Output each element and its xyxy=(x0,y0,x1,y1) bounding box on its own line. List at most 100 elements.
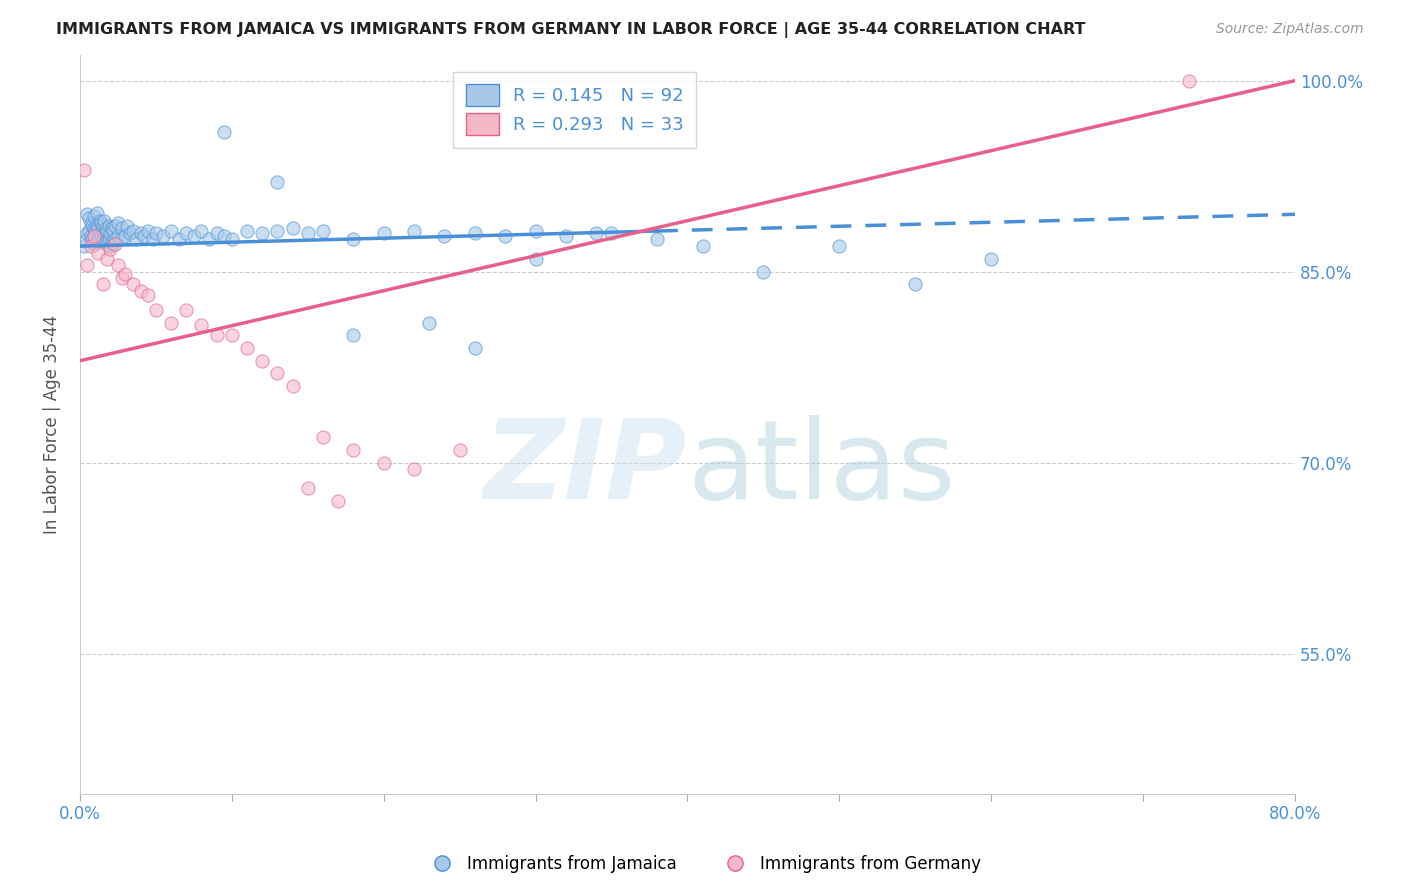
Point xyxy=(828,239,851,253)
Point xyxy=(107,216,129,230)
Point xyxy=(190,318,212,332)
Point xyxy=(145,227,167,241)
Point xyxy=(107,258,129,272)
Point xyxy=(111,271,134,285)
Point xyxy=(125,231,148,245)
Point xyxy=(418,316,440,330)
Point xyxy=(103,224,125,238)
Point xyxy=(77,211,100,226)
Point xyxy=(80,231,103,245)
Point xyxy=(402,224,425,238)
Point xyxy=(1177,73,1199,87)
Point xyxy=(266,176,288,190)
Point xyxy=(94,234,117,248)
Point xyxy=(524,252,547,266)
Point xyxy=(167,231,190,245)
Text: ZIP: ZIP xyxy=(484,415,688,522)
Point xyxy=(250,227,273,241)
Point xyxy=(77,224,100,238)
Point xyxy=(100,234,122,248)
Point xyxy=(160,224,183,238)
Point xyxy=(84,224,107,238)
Point xyxy=(98,242,121,256)
Point xyxy=(281,221,304,235)
Point xyxy=(281,379,304,393)
Point xyxy=(152,229,174,244)
Point xyxy=(645,231,668,245)
Point xyxy=(297,481,319,495)
Point xyxy=(86,219,108,233)
Point xyxy=(198,231,221,245)
Point xyxy=(122,224,145,238)
Point xyxy=(174,227,197,241)
Point xyxy=(111,221,134,235)
Point xyxy=(104,231,127,245)
Point xyxy=(76,258,98,272)
Point xyxy=(236,224,259,238)
Point xyxy=(100,221,122,235)
Point xyxy=(91,231,114,245)
Point xyxy=(76,227,98,241)
Point xyxy=(312,430,335,444)
Point xyxy=(600,227,623,241)
Point xyxy=(266,224,288,238)
Point xyxy=(86,206,108,220)
Point xyxy=(136,287,159,301)
Point xyxy=(145,302,167,317)
Point xyxy=(494,229,516,244)
Point xyxy=(174,302,197,317)
Point xyxy=(136,224,159,238)
Text: atlas: atlas xyxy=(688,415,956,522)
Point xyxy=(212,124,235,138)
Point xyxy=(115,219,138,233)
Point xyxy=(98,239,121,253)
Point xyxy=(129,227,152,241)
Point xyxy=(183,229,205,244)
Point xyxy=(97,231,120,245)
Point xyxy=(402,462,425,476)
Point xyxy=(980,252,1002,266)
Point xyxy=(312,224,335,238)
Point xyxy=(87,245,110,260)
Point xyxy=(110,231,132,245)
Point xyxy=(90,229,112,244)
Point xyxy=(76,207,98,221)
Point xyxy=(904,277,927,292)
Point xyxy=(433,229,456,244)
Point xyxy=(132,229,155,244)
Point xyxy=(373,456,395,470)
Point xyxy=(692,239,714,253)
Point xyxy=(94,221,117,235)
Point xyxy=(104,219,127,233)
Point xyxy=(236,341,259,355)
Point xyxy=(80,219,103,233)
Point xyxy=(97,219,120,233)
Point xyxy=(79,239,101,253)
Point xyxy=(107,229,129,244)
Legend: Immigrants from Jamaica, Immigrants from Germany: Immigrants from Jamaica, Immigrants from… xyxy=(419,848,987,880)
Point xyxy=(114,267,136,281)
Point xyxy=(118,227,141,241)
Point xyxy=(342,328,364,343)
Point xyxy=(83,209,105,223)
Point xyxy=(104,236,127,251)
Point xyxy=(129,284,152,298)
Point xyxy=(79,216,101,230)
Point xyxy=(98,227,121,241)
Point xyxy=(122,277,145,292)
Legend: R = 0.145   N = 92, R = 0.293   N = 33: R = 0.145 N = 92, R = 0.293 N = 33 xyxy=(454,71,696,148)
Point xyxy=(160,316,183,330)
Point xyxy=(326,493,349,508)
Point xyxy=(555,229,578,244)
Point xyxy=(205,328,228,343)
Point xyxy=(91,277,114,292)
Point xyxy=(524,224,547,238)
Point xyxy=(89,227,111,241)
Point xyxy=(266,367,288,381)
Point xyxy=(297,227,319,241)
Point xyxy=(87,234,110,248)
Point xyxy=(90,216,112,230)
Point xyxy=(342,231,364,245)
Point xyxy=(73,162,96,177)
Point xyxy=(464,341,486,355)
